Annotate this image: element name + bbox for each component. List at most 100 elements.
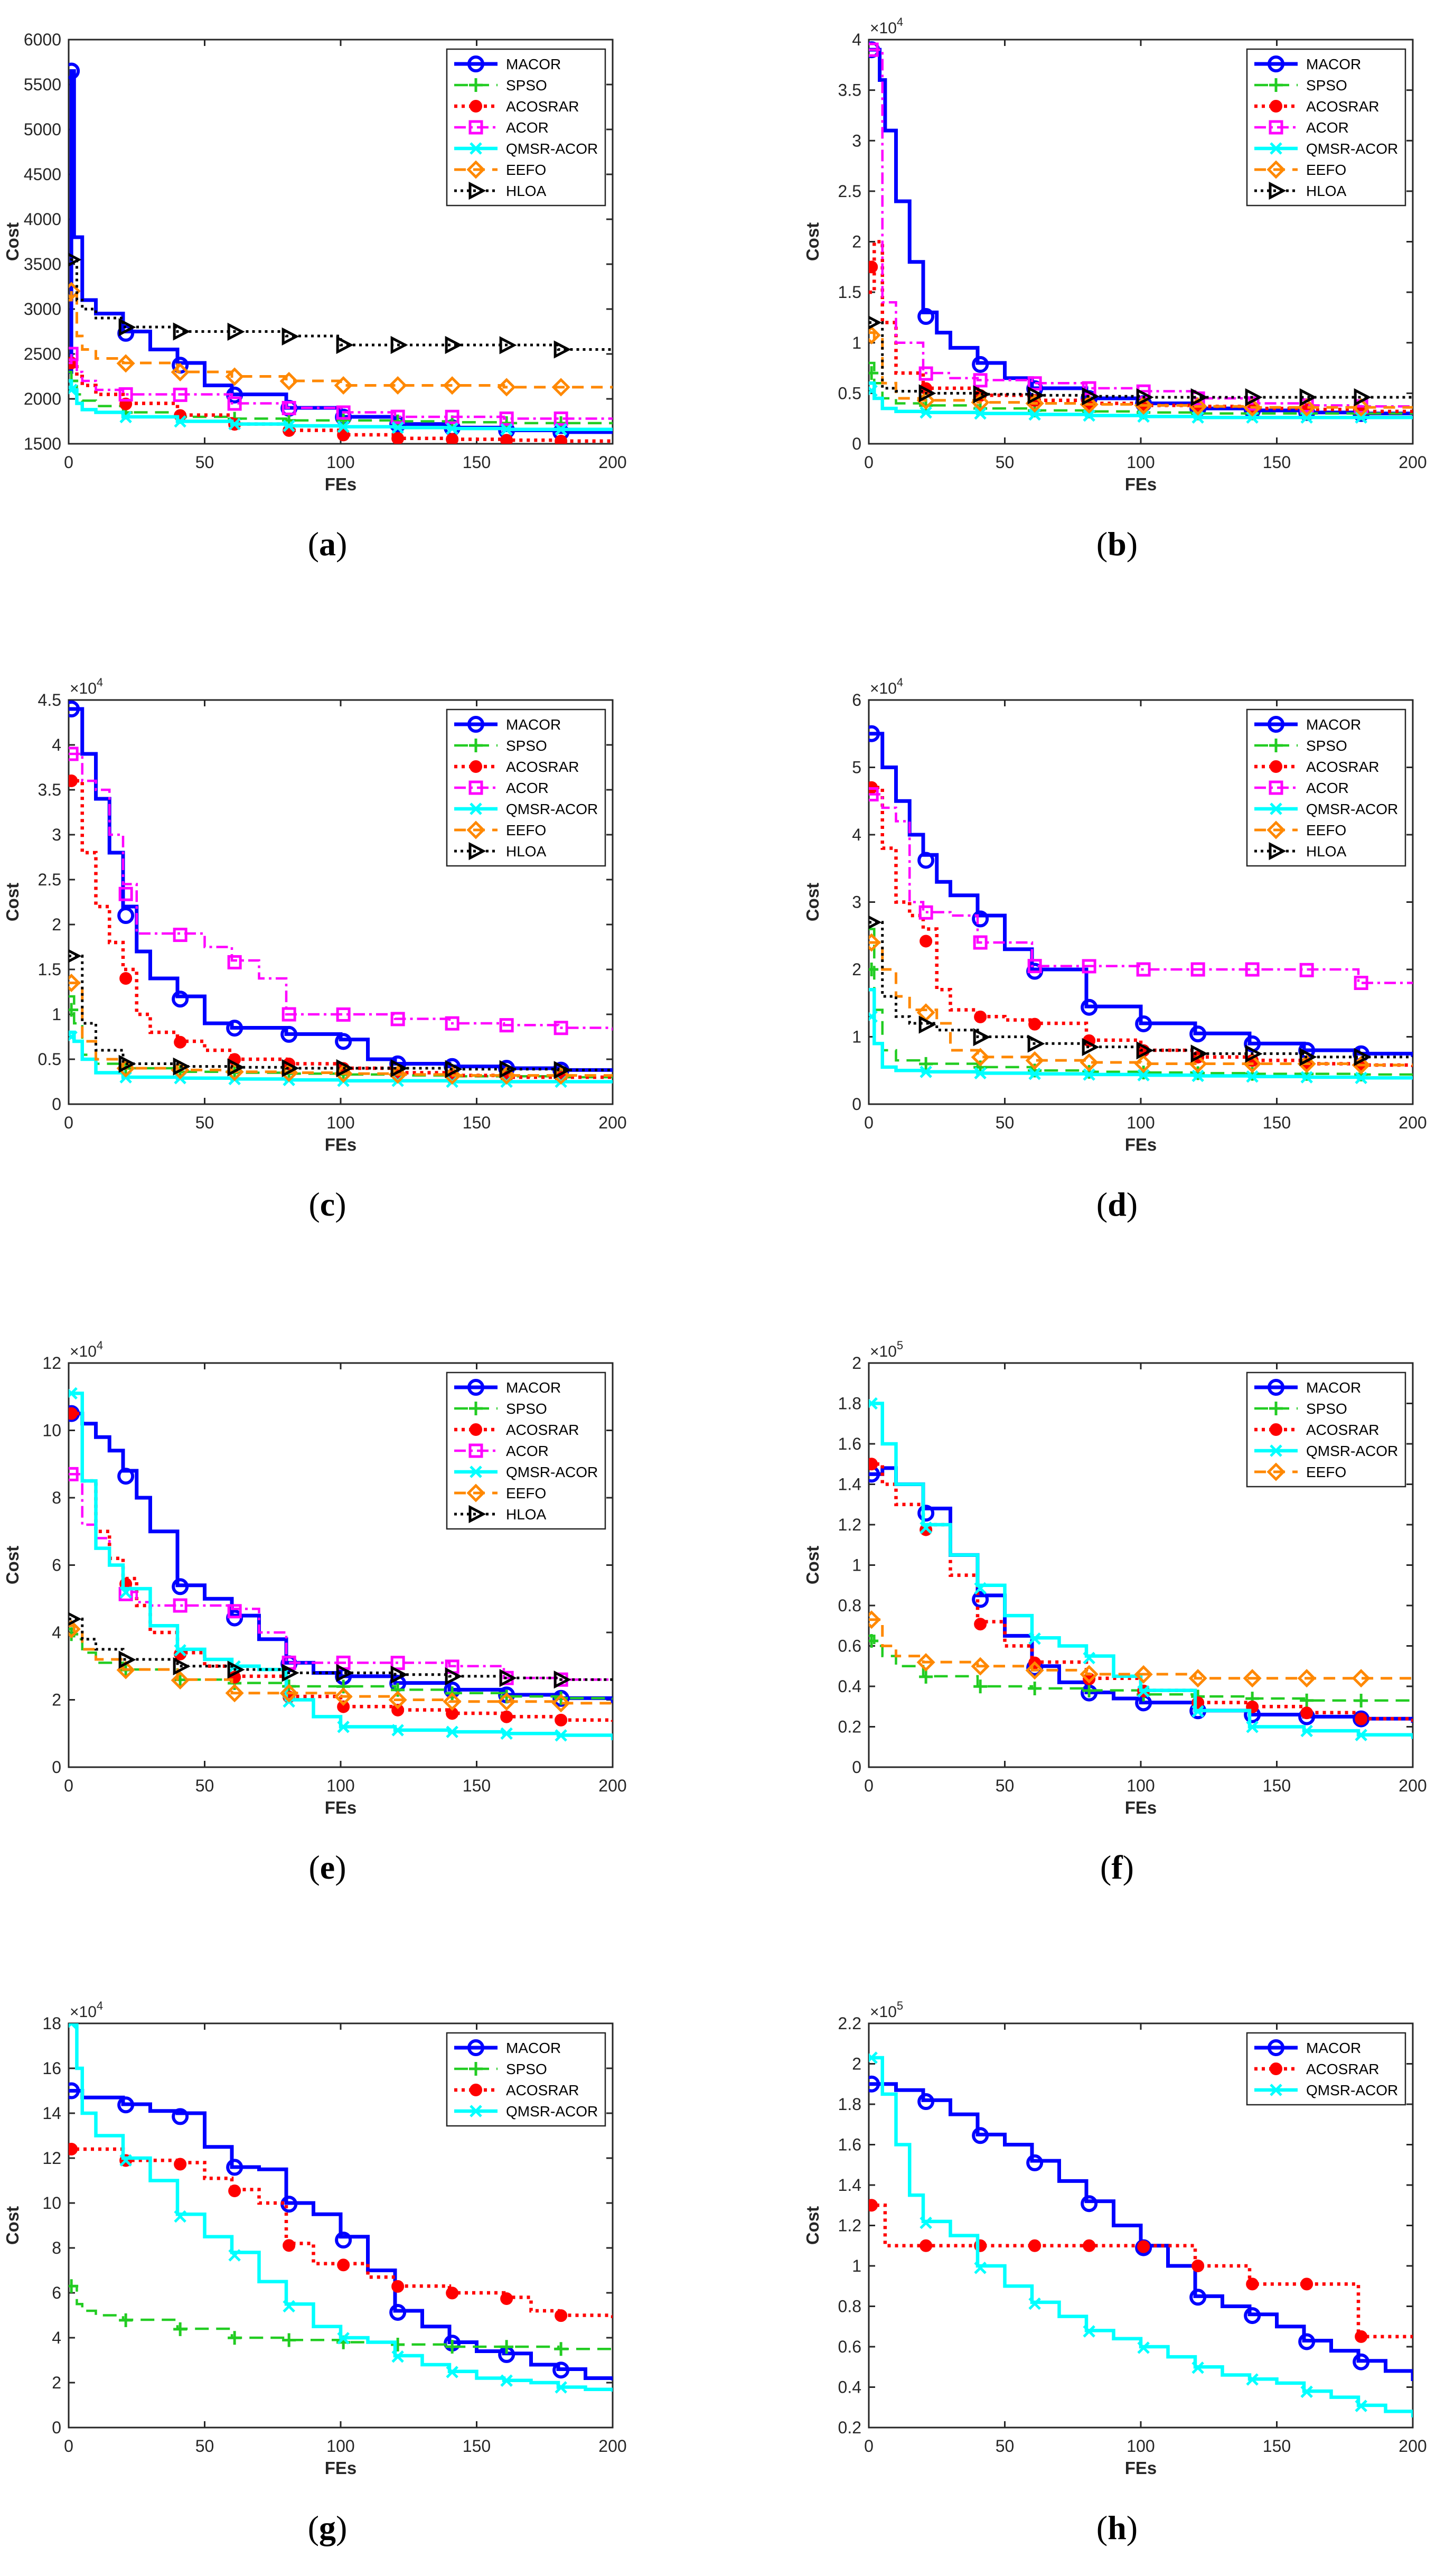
y-tick-label: 0.5 <box>838 384 861 403</box>
data-point-marker <box>1136 962 1151 977</box>
data-point-marker <box>1245 1044 1263 1063</box>
legend-item-acor: ACOR <box>454 780 549 796</box>
data-point-marker <box>174 1644 186 1657</box>
data-point-marker <box>869 933 881 952</box>
data-point-marker <box>69 949 82 963</box>
data-point-marker <box>1190 1044 1208 1063</box>
legend-label: QMSR-ACOR <box>506 141 598 157</box>
data-point-marker <box>1081 998 1098 1016</box>
y-tick-label: 2 <box>852 2055 861 2074</box>
legend-item-acosrar: ACOSRAR <box>454 98 579 115</box>
y-axis-label: Cost <box>3 222 22 261</box>
data-point-marker <box>1082 387 1100 406</box>
data-point-marker <box>334 1687 353 1706</box>
y-exponent-power: 5 <box>897 1999 903 2012</box>
series-line <box>69 361 613 443</box>
data-point-marker <box>173 387 187 402</box>
legend-item-qmsr-acor: QMSR-ACOR <box>454 1464 598 1480</box>
legend-label: EEFO <box>1306 162 1346 178</box>
y-tick-label: 2 <box>52 2373 61 2392</box>
y-tick-label: 1.2 <box>838 2216 861 2235</box>
y-axis-label: Cost <box>803 883 822 921</box>
series-line <box>869 1402 1413 1739</box>
legend-label: HLOA <box>506 1506 547 1523</box>
legend-item-acosrar: ACOSRAR <box>454 1422 579 1438</box>
y-tick-label: 4 <box>852 825 861 844</box>
data-point-marker <box>445 335 463 354</box>
series-qmsr-acor <box>69 379 613 436</box>
data-point-marker <box>69 1407 78 1420</box>
legend-item-spso: SPSO <box>1254 77 1347 94</box>
data-point-marker <box>337 1721 350 1733</box>
y-axis-label: Cost <box>3 2206 22 2245</box>
series-line <box>69 1618 613 1681</box>
data-point-marker <box>119 410 132 424</box>
data-point-marker <box>974 1618 987 1631</box>
data-point-marker <box>282 400 296 415</box>
data-point-marker <box>388 376 407 395</box>
data-point-marker <box>228 2249 241 2262</box>
data-point-marker <box>174 415 186 428</box>
data-point-marker <box>1080 1665 1099 1684</box>
chart-e: 0 2 4 6 8 10 12 0 50 100 150 200 FEs Cost ×104 MACOR SPS… <box>3 1339 627 1817</box>
data-point-marker <box>337 2258 350 2272</box>
y-tick-label: 2500 <box>24 344 61 363</box>
data-point-marker <box>869 2075 880 2093</box>
data-point-marker <box>118 387 133 402</box>
y-axis-label: Cost <box>3 883 22 921</box>
legend-label: EEFO <box>506 162 546 178</box>
series-line <box>869 361 1413 415</box>
series-line <box>69 2023 613 2392</box>
data-point-marker <box>279 371 298 390</box>
data-point-marker <box>869 325 881 344</box>
caption-g: (g) <box>307 2509 348 2546</box>
data-point-marker <box>971 1657 990 1676</box>
data-point-marker <box>972 2127 989 2144</box>
data-point-marker <box>1300 411 1313 424</box>
y-tick-label: 5500 <box>24 75 61 94</box>
legend-item-qmsr-acor: QMSR-ACOR <box>1254 2082 1398 2098</box>
legend-item-macor: MACOR <box>454 716 561 733</box>
x-axis-label: FEs <box>325 474 357 494</box>
legend-label: QMSR-ACOR <box>506 801 598 817</box>
series-spso <box>869 1634 1413 1707</box>
data-point-marker <box>553 411 568 426</box>
legend: MACOR SPSO ACOSRAR ACOR QMSR-ACOR EEFO HLOA <box>1246 48 1406 207</box>
data-point-marker <box>1297 1669 1316 1688</box>
legend-item-qmsr-acor: QMSR-ACOR <box>1254 141 1398 157</box>
series-qmsr-acor <box>869 2051 1413 2418</box>
data-point-marker <box>336 335 354 354</box>
y-tick-label: 18 <box>42 2014 61 2033</box>
legend-item-acosrar: ACOSRAR <box>454 759 579 775</box>
legend-label: SPSO <box>1306 77 1347 94</box>
data-point-marker <box>225 367 244 386</box>
data-point-marker <box>336 405 351 420</box>
data-point-marker <box>69 973 81 993</box>
y-tick-label: 0.4 <box>838 1677 861 1696</box>
data-point-marker <box>499 1669 517 1687</box>
y-tick-label: 4 <box>852 30 861 49</box>
series-line <box>869 793 1413 984</box>
data-point-marker <box>391 1724 404 1737</box>
data-point-marker <box>499 411 514 426</box>
y-tick-label: 0 <box>52 2418 61 2437</box>
data-point-marker <box>1190 388 1208 407</box>
data-point-marker <box>1189 1025 1207 1043</box>
data-point-marker <box>337 2332 350 2345</box>
y-tick-label: 3000 <box>24 300 61 319</box>
data-point-marker <box>1298 2333 1316 2350</box>
legend-label: MACOR <box>1306 56 1361 72</box>
data-point-marker <box>1026 2154 1044 2171</box>
y-tick-label: 0 <box>852 1095 861 1114</box>
y-tick-label: 3.5 <box>38 780 61 799</box>
data-point-marker <box>69 253 82 267</box>
legend-item-hloa: HLOA <box>454 181 547 200</box>
legend-item-acosrar: ACOSRAR <box>1254 1422 1379 1438</box>
data-point-marker <box>118 1650 136 1669</box>
data-point-marker <box>117 1468 135 1485</box>
data-point-marker <box>553 1670 571 1689</box>
data-point-marker <box>1136 1041 1154 1060</box>
data-point-marker <box>228 418 241 431</box>
data-point-marker <box>917 2093 935 2111</box>
chart-b: 0 0.5 1 1.5 2 2.5 3 3.5 4 0 50 100 150 200 FEs Cost ×104… <box>803 15 1427 494</box>
